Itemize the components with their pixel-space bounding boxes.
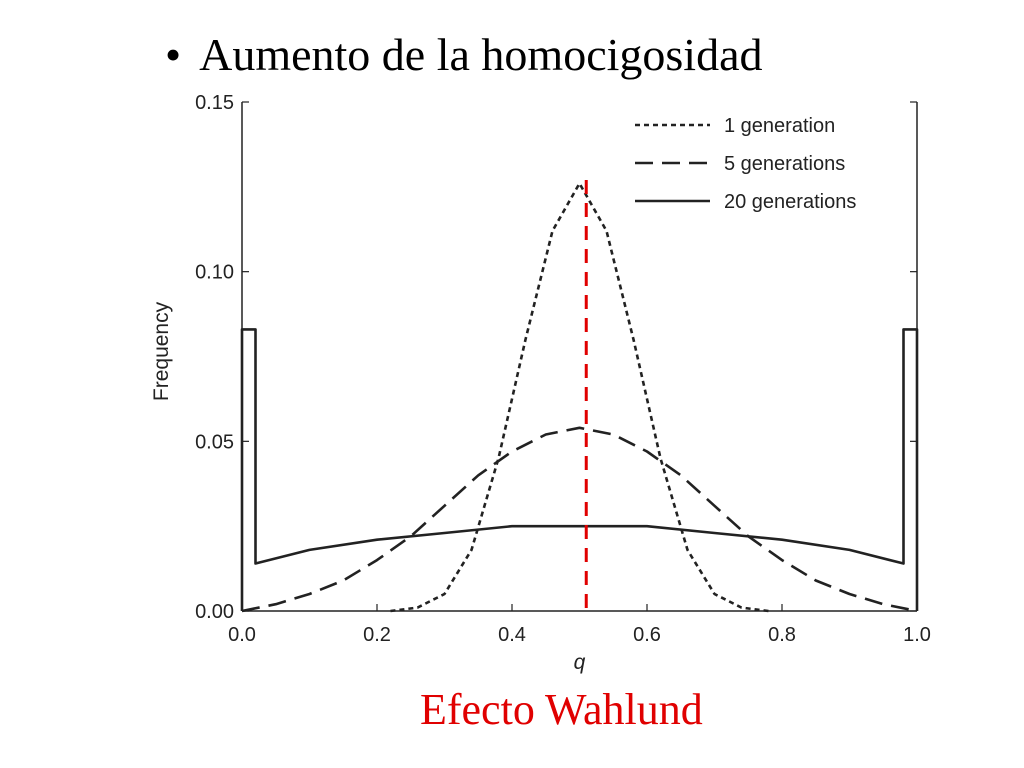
y-tick-label: 0.00 xyxy=(195,601,234,623)
legend-label-3: 20 generations xyxy=(724,191,856,213)
y-axis-label: Frequency xyxy=(150,301,173,401)
bullet-point: • xyxy=(165,29,182,80)
legend-label-2: 5 generations xyxy=(724,153,845,175)
slide-title-text: Aumento de la homocigosidad xyxy=(199,29,763,80)
x-tick-label: 0.8 xyxy=(768,624,796,646)
x-tick-label: 0.6 xyxy=(633,624,661,646)
x-tick-label: 0.2 xyxy=(363,624,391,646)
caption-text: Efecto Wahlund xyxy=(420,685,703,734)
series-line-1 xyxy=(390,182,769,613)
series-line-3 xyxy=(240,328,919,611)
y-tick-label: 0.10 xyxy=(195,262,234,284)
series-line-2 xyxy=(241,426,918,613)
y-tick-label: 0.15 xyxy=(195,92,234,114)
slide-title: • Aumento de la homocigosidad xyxy=(165,28,763,81)
x-tick-label: 1.0 xyxy=(903,624,931,646)
y-tick-label: 0.05 xyxy=(195,431,234,453)
x-tick-label: 0.4 xyxy=(498,624,526,646)
x-tick-label: 0.0 xyxy=(228,624,256,646)
x-axis-label: q xyxy=(574,651,586,674)
legend-label-1: 1 generation xyxy=(724,115,835,137)
